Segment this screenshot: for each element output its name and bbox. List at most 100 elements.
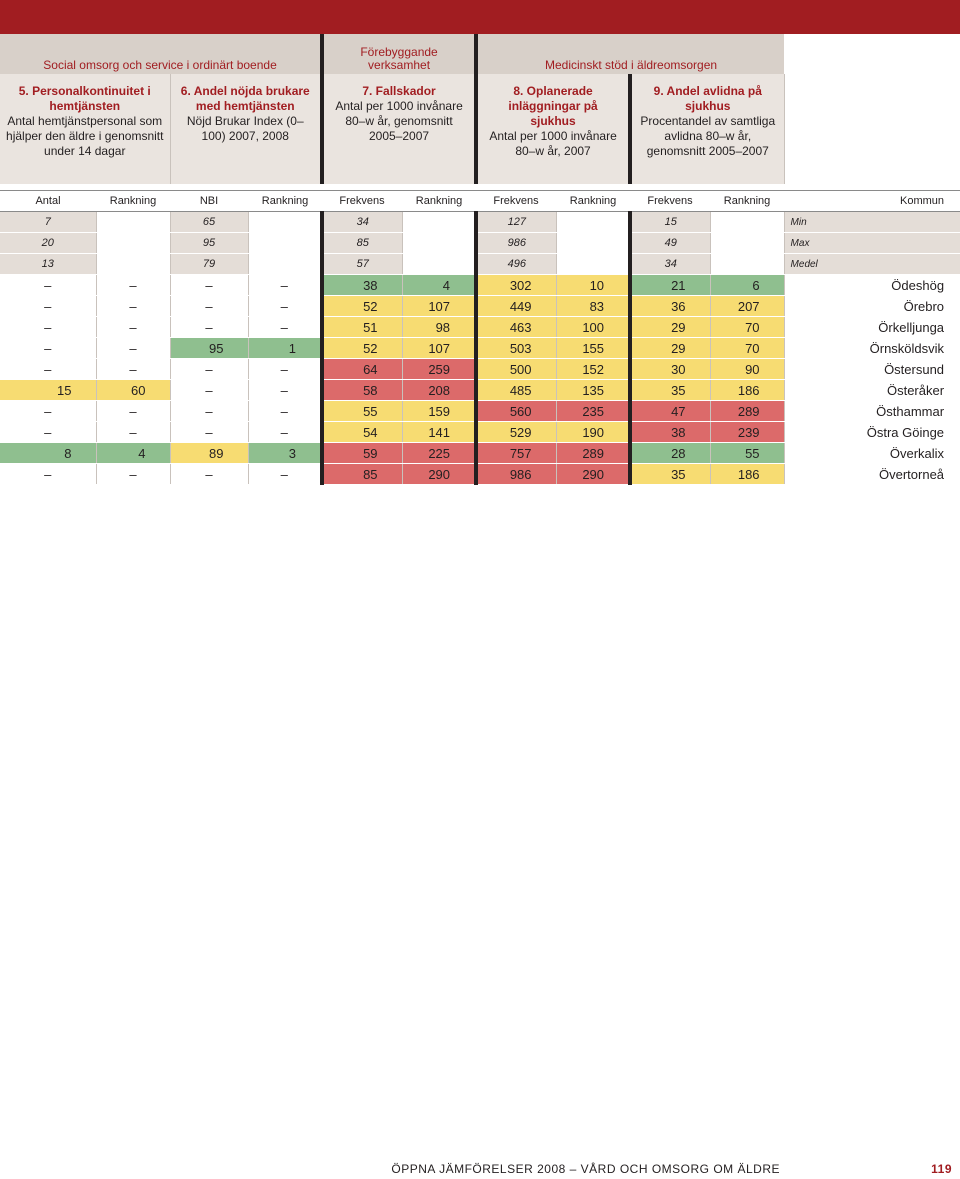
table-cell: – bbox=[248, 379, 325, 401]
table-cell: 500 bbox=[476, 358, 557, 380]
comparison-table-wrapper: Social omsorg och service i ordinärt boe… bbox=[0, 34, 960, 485]
table-cell: 560 bbox=[476, 400, 557, 422]
table-cell: 186 bbox=[710, 379, 785, 401]
stat-label: Max bbox=[784, 232, 960, 254]
table-cell: 100 bbox=[556, 316, 633, 338]
table-cell: – bbox=[248, 463, 325, 485]
col-kommun: Kommun bbox=[784, 190, 960, 212]
table-cell: – bbox=[96, 400, 171, 422]
stat-empty bbox=[402, 253, 479, 275]
stat-empty bbox=[556, 232, 633, 254]
table-cell: 60 bbox=[96, 379, 171, 401]
indicator-6: 6. Andel nöjda brukare med hemtjänsten Nö… bbox=[170, 74, 325, 184]
table-cell: 529 bbox=[476, 421, 557, 443]
table-cell: 55 bbox=[710, 442, 785, 464]
col-frekvens: Frekvens bbox=[476, 190, 557, 212]
table-cell: – bbox=[0, 358, 97, 380]
table-cell: 259 bbox=[402, 358, 479, 380]
stat-row: 13 79 57 496 34 Medel bbox=[0, 253, 960, 275]
table-cell: 89 bbox=[170, 442, 249, 464]
top-color-bar bbox=[0, 0, 960, 34]
table-cell: 52 bbox=[322, 295, 403, 317]
table-cell: 4 bbox=[96, 442, 171, 464]
stat-value: 15 bbox=[630, 211, 711, 233]
table-cell: – bbox=[96, 421, 171, 443]
table-cell: – bbox=[96, 295, 171, 317]
table-cell: 207 bbox=[710, 295, 785, 317]
stat-empty bbox=[556, 211, 633, 233]
col-rankning: Rankning bbox=[402, 190, 477, 212]
table-cell: 107 bbox=[402, 295, 479, 317]
table-cell: – bbox=[0, 337, 97, 359]
table-cell: 135 bbox=[556, 379, 633, 401]
table-cell: 463 bbox=[476, 316, 557, 338]
stat-value: 986 bbox=[476, 232, 557, 254]
table-cell: 47 bbox=[630, 400, 711, 422]
table-cell: – bbox=[170, 400, 249, 422]
comparison-table: Social omsorg och service i ordinärt boe… bbox=[0, 34, 960, 485]
section-medicinskt: Medicinskt stöd i äldreomsorgen bbox=[476, 34, 785, 74]
indicator-desc: Antal per 1000 invånare 80–w år, genomsn… bbox=[335, 99, 463, 143]
table-cell: 54 bbox=[322, 421, 403, 443]
page-footer: ÖPPNA JÄMFÖRELSER 2008 – VÅRD OCH OMSORG… bbox=[0, 1162, 960, 1178]
indicator-desc: Nöjd Brukar Index (0–100) 2007, 2008 bbox=[186, 114, 304, 143]
table-cell: 485 bbox=[476, 379, 557, 401]
table-cell: 152 bbox=[556, 358, 633, 380]
stat-value: 13 bbox=[0, 253, 97, 275]
table-cell: 28 bbox=[630, 442, 711, 464]
table-cell: – bbox=[170, 421, 249, 443]
table-cell: 29 bbox=[630, 316, 711, 338]
table-cell: – bbox=[96, 337, 171, 359]
table-row: – – – –54 141 529 190 38 239 Östra Göinge bbox=[0, 421, 960, 443]
table-cell: 986 bbox=[476, 463, 557, 485]
stat-value: 34 bbox=[322, 211, 403, 233]
kommun-name: Östhammar bbox=[784, 400, 960, 422]
column-header-row: Antal Rankning NBI Rankning Frekvens Ran… bbox=[0, 190, 960, 212]
footer-text: ÖPPNA JÄMFÖRELSER 2008 – VÅRD OCH OMSORG… bbox=[391, 1162, 780, 1176]
table-cell: – bbox=[0, 463, 97, 485]
table-cell: – bbox=[170, 463, 249, 485]
table-cell: 757 bbox=[476, 442, 557, 464]
table-cell: 29 bbox=[630, 337, 711, 359]
table-cell: 235 bbox=[556, 400, 633, 422]
kommun-name: Örkelljunga bbox=[784, 316, 960, 338]
stat-value: 95 bbox=[170, 232, 249, 254]
table-cell: 95 bbox=[170, 337, 249, 359]
table-cell: 208 bbox=[402, 379, 479, 401]
table-cell: 302 bbox=[476, 274, 557, 296]
table-cell: 59 bbox=[322, 442, 403, 464]
section-blank bbox=[784, 34, 960, 74]
table-cell: – bbox=[170, 358, 249, 380]
stat-row: 7 65 34 127 15 Min bbox=[0, 211, 960, 233]
page-number: 119 bbox=[931, 1162, 952, 1176]
stat-value: 20 bbox=[0, 232, 97, 254]
table-cell: 38 bbox=[322, 274, 403, 296]
indicator-title: 6. Andel nöjda brukare med hemtjänsten bbox=[180, 84, 310, 113]
table-cell: 6 bbox=[710, 274, 785, 296]
stat-empty bbox=[248, 211, 325, 233]
table-cell: 8 bbox=[0, 442, 97, 464]
stat-empty bbox=[248, 253, 325, 275]
indicator-8: 8. Oplanerade inläggningar på sjukhus Ant… bbox=[476, 74, 633, 184]
table-cell: – bbox=[96, 274, 171, 296]
col-rankning: Rankning bbox=[556, 190, 631, 212]
table-cell: – bbox=[248, 274, 325, 296]
stat-empty bbox=[710, 232, 785, 254]
stat-value: 34 bbox=[630, 253, 711, 275]
table-cell: 38 bbox=[630, 421, 711, 443]
col-rankning: Rankning bbox=[710, 190, 785, 212]
table-cell: 35 bbox=[630, 379, 711, 401]
indicator-title: 8. Oplanerade inläggningar på sjukhus bbox=[508, 84, 598, 128]
table-cell: 289 bbox=[710, 400, 785, 422]
table-cell: – bbox=[170, 274, 249, 296]
table-cell: 70 bbox=[710, 316, 785, 338]
table-cell: 35 bbox=[630, 463, 711, 485]
stat-label: Medel bbox=[784, 253, 960, 275]
stat-empty bbox=[248, 232, 325, 254]
col-frekvens: Frekvens bbox=[322, 190, 403, 212]
section-forebyggande: Förebyggande verksamhet bbox=[322, 34, 479, 74]
table-row: 15 60– –58 208 485 135 35 186 Österåker bbox=[0, 379, 960, 401]
kommun-name: Östersund bbox=[784, 358, 960, 380]
table-cell: – bbox=[0, 400, 97, 422]
table-cell: – bbox=[96, 358, 171, 380]
